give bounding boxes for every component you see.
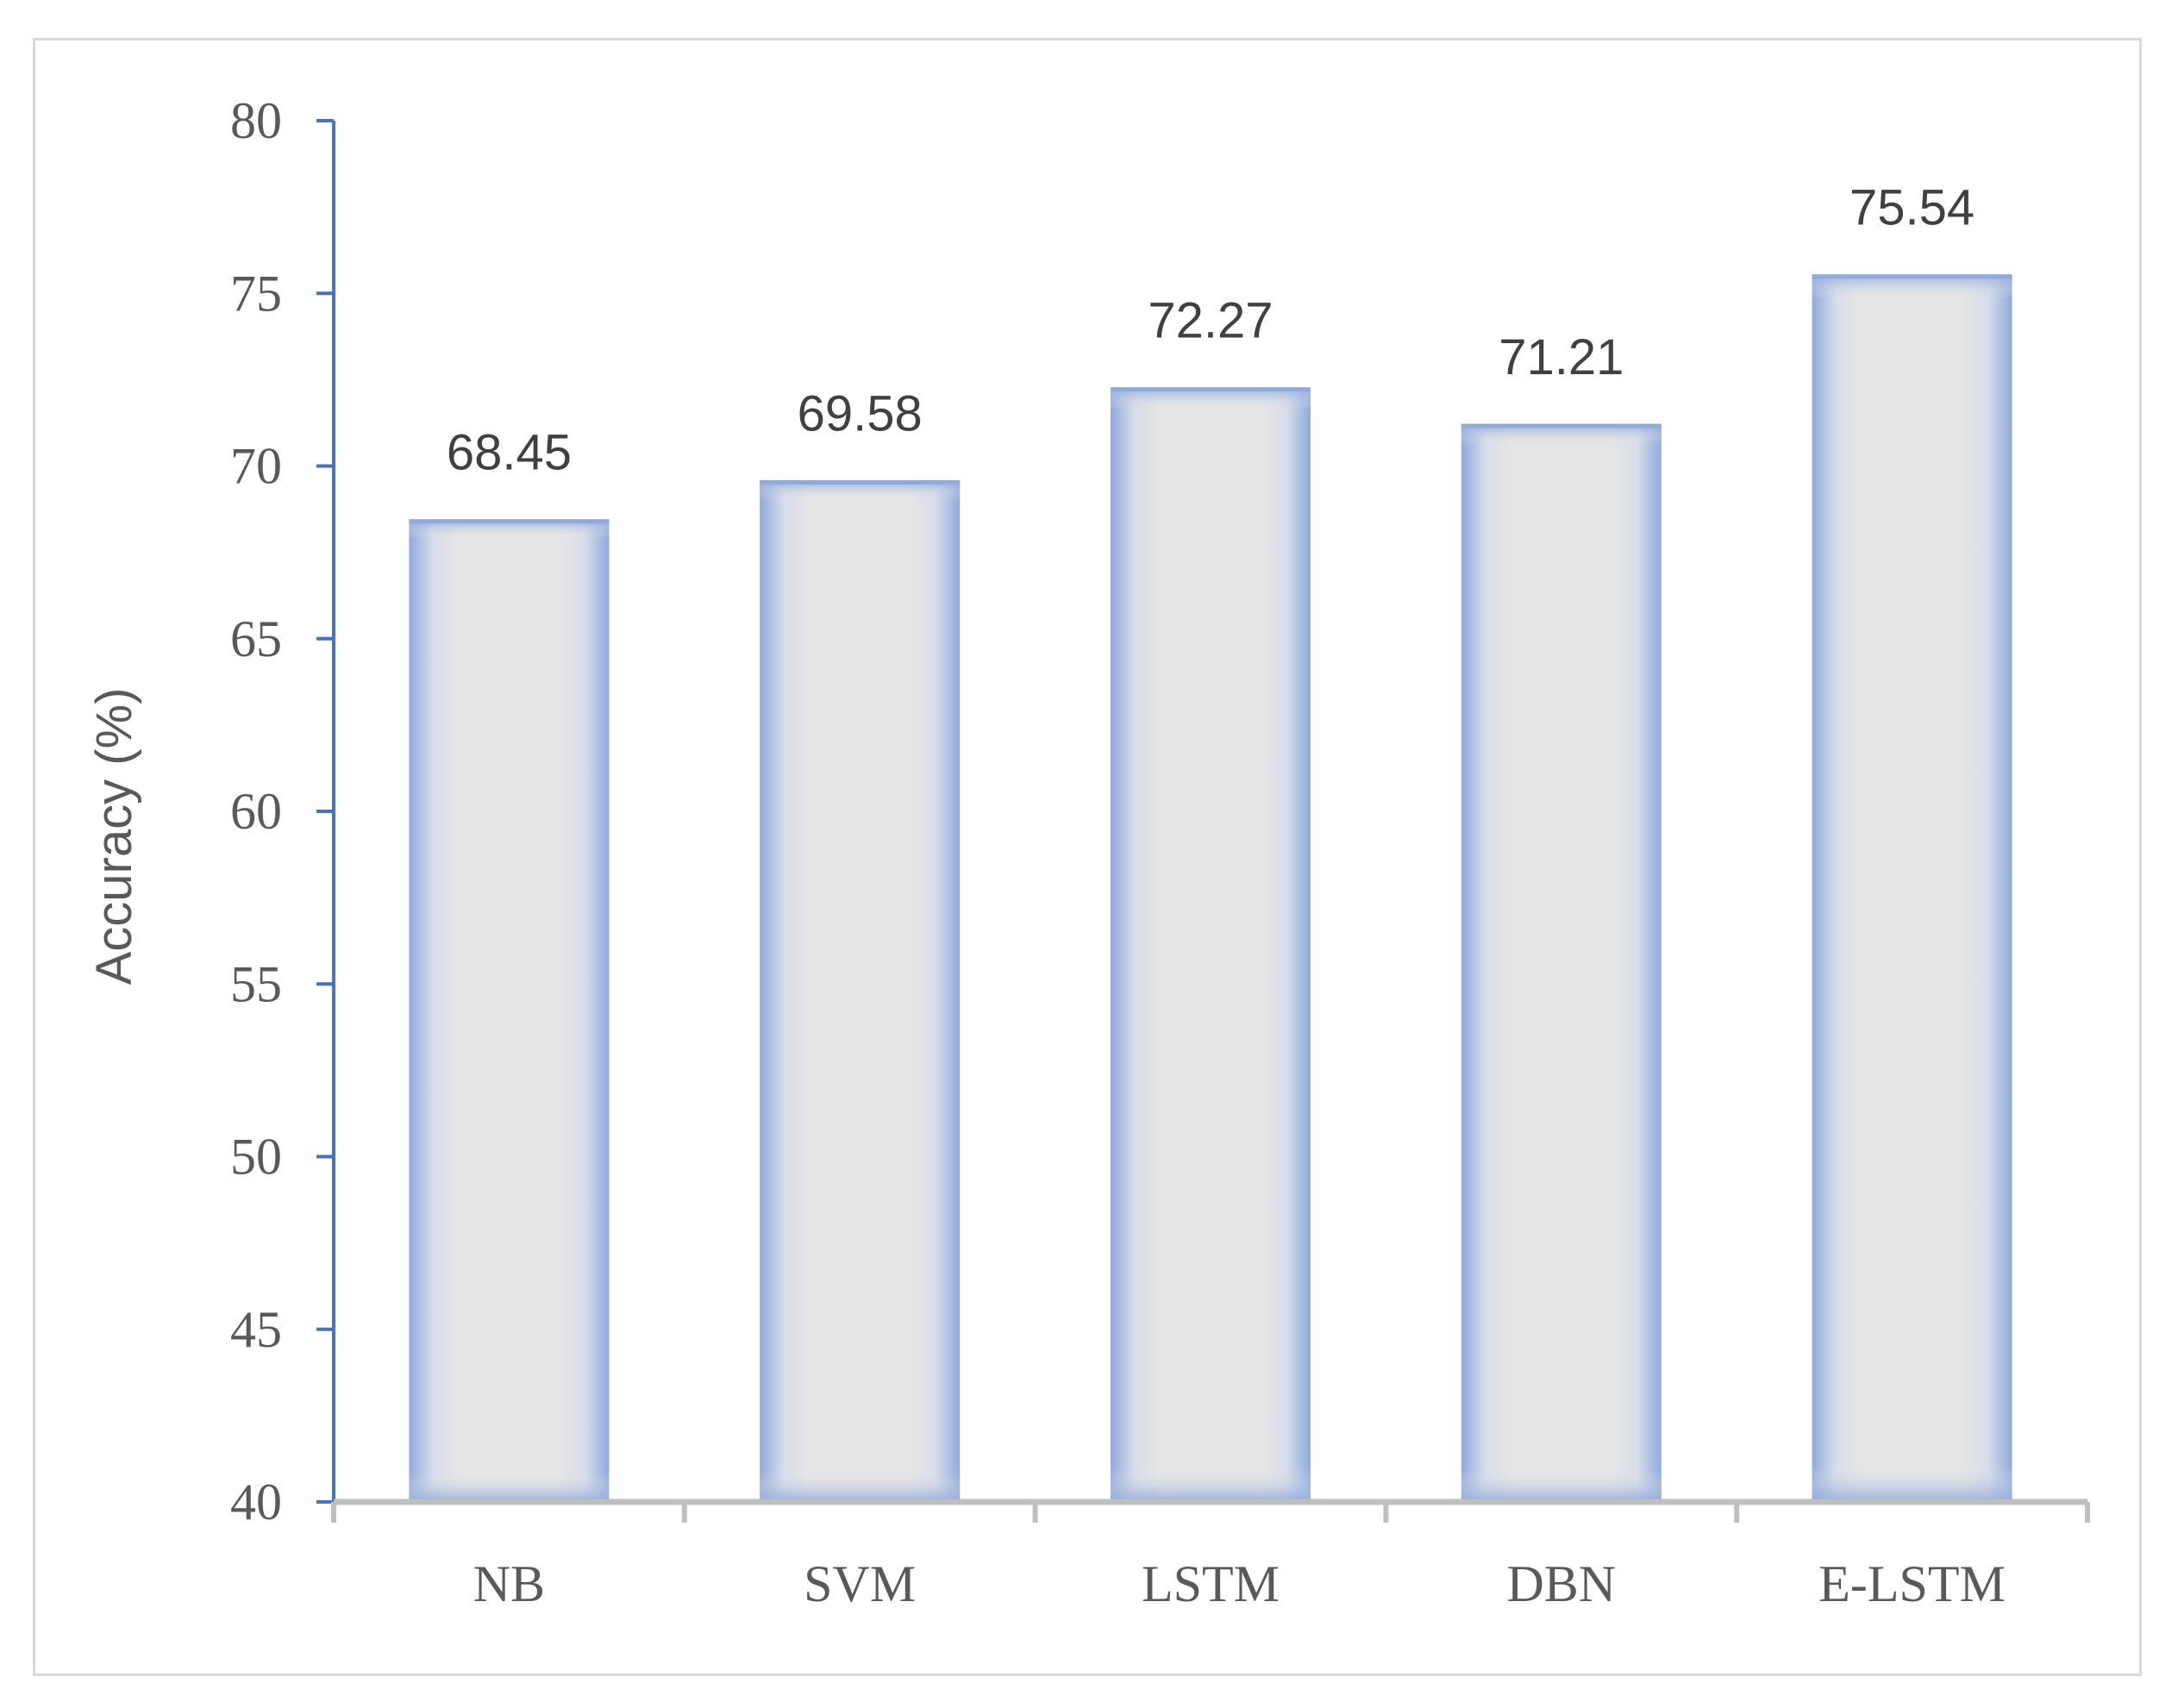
bar-shade [1111,387,1311,1503]
y-tick-label: 70 [230,438,282,495]
data-label-dbn: 71.21 [1499,329,1624,385]
y-tick-label: 75 [230,265,282,322]
x-axis-categories: NB SVM LSTM DBN E-LSTM [473,1555,2006,1612]
data-label-lstm: 72.27 [1148,293,1273,349]
x-axis-ticks [331,1502,2090,1523]
bar-shade [409,519,610,1502]
y-axis-ticks: 40 45 50 55 60 65 70 75 80 [230,92,334,1530]
y-tick-label: 50 [230,1129,282,1186]
y-tick-label: 45 [230,1301,282,1358]
bar-svm [760,479,961,1502]
y-tick-label: 55 [230,955,282,1012]
y-tick-label: 60 [230,783,282,840]
bars [409,274,2012,1503]
data-label-e-lstm: 75.54 [1849,180,1975,236]
bar-dbn [1461,423,1662,1502]
bar-shade [1812,274,2012,1502]
y-axis-title: Accuracy (%) [86,688,142,985]
data-label-svm: 69.58 [798,385,923,441]
x-category-label: DBN [1506,1555,1616,1612]
bar-shade [760,480,961,1502]
data-labels: 68.45 69.58 72.27 71.21 75.54 [447,180,1975,481]
y-tick-label: 80 [230,92,282,149]
x-category-label: SVM [804,1555,916,1612]
x-category-label: LSTM [1142,1555,1280,1612]
bar-nb [409,519,610,1502]
y-tick-label: 65 [230,610,282,667]
bar-lstm [1111,387,1311,1503]
x-category-label: E-LSTM [1818,1555,2006,1612]
bar-e-lstm [1812,274,2012,1502]
x-category-label: NB [473,1555,545,1612]
chart-frame [33,38,2142,1676]
y-tick-label: 40 [230,1473,282,1530]
bar-shade [1461,424,1662,1502]
data-label-nb: 68.45 [447,425,572,481]
